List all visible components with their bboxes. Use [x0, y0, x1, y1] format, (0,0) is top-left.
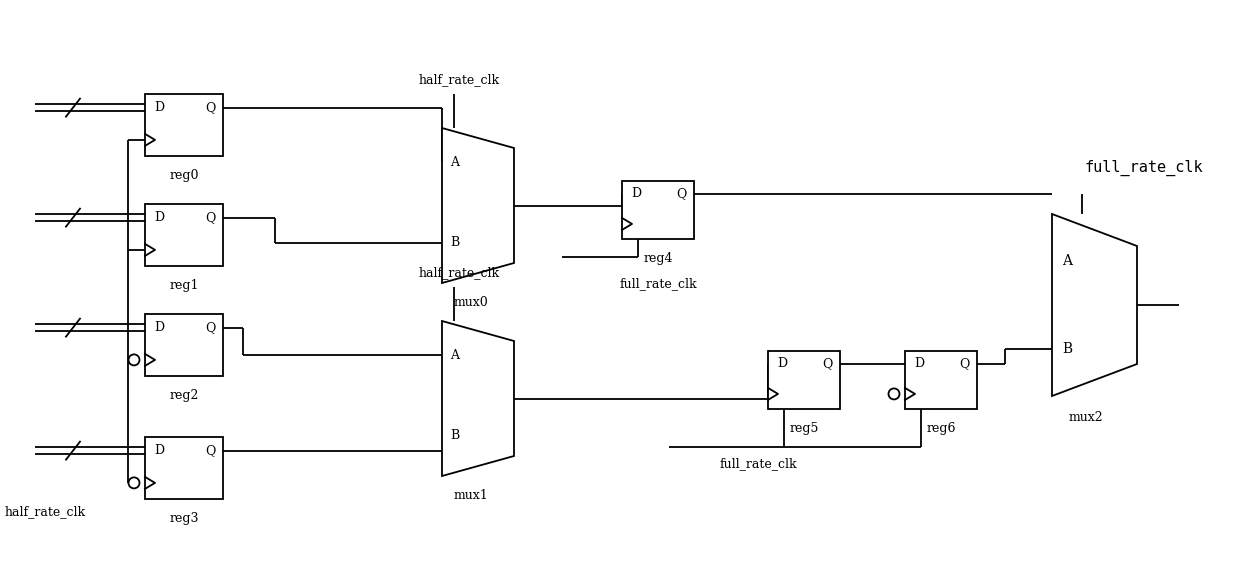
Text: Q: Q	[676, 187, 686, 200]
Text: mux2: mux2	[1069, 411, 1103, 424]
Text: Q: Q	[206, 444, 216, 457]
Bar	[904, 351, 978, 409]
Text: reg1: reg1	[170, 279, 198, 292]
Text: reg6: reg6	[927, 422, 955, 435]
Polygon shape	[442, 321, 514, 476]
Text: B: B	[1062, 341, 1072, 356]
Polygon shape	[442, 128, 514, 283]
Text: half_rate_clk: half_rate_clk	[5, 505, 87, 518]
Bar	[145, 437, 223, 499]
Bar	[145, 94, 223, 156]
Bar	[768, 351, 840, 409]
Text: reg2: reg2	[170, 389, 198, 402]
Text: full_rate_clk: full_rate_clk	[1084, 160, 1203, 176]
Text: D: D	[631, 187, 641, 200]
Bar	[145, 314, 223, 376]
Text: reg5: reg5	[789, 422, 819, 435]
Text: D: D	[154, 101, 164, 114]
Text: A: A	[450, 156, 458, 168]
Text: D: D	[154, 321, 164, 334]
Text: half_rate_clk: half_rate_clk	[419, 73, 499, 86]
Text: mux1: mux1	[453, 489, 488, 502]
Text: full_rate_clk: full_rate_clk	[620, 277, 696, 290]
Text: B: B	[450, 429, 460, 442]
Text: Q: Q	[960, 357, 970, 370]
Text: half_rate_clk: half_rate_clk	[419, 266, 499, 279]
Text: reg0: reg0	[170, 169, 198, 182]
Text: reg4: reg4	[643, 252, 673, 265]
Text: D: D	[777, 357, 787, 370]
Text: reg3: reg3	[170, 512, 198, 525]
Text: D: D	[914, 357, 924, 370]
Bar	[622, 181, 694, 239]
Circle shape	[888, 388, 900, 400]
Text: full_rate_clk: full_rate_clk	[720, 457, 798, 470]
Text: B: B	[450, 236, 460, 249]
Text: Q: Q	[206, 211, 216, 224]
Text: Q: Q	[206, 101, 216, 114]
Text: A: A	[450, 349, 458, 361]
Circle shape	[129, 355, 140, 365]
Text: Q: Q	[823, 357, 833, 370]
Text: D: D	[154, 211, 164, 224]
Text: A: A	[1062, 254, 1072, 268]
Polygon shape	[1052, 214, 1137, 396]
Text: Q: Q	[206, 321, 216, 334]
Circle shape	[129, 477, 140, 488]
Text: mux0: mux0	[453, 296, 488, 309]
Bar	[145, 204, 223, 266]
Text: D: D	[154, 444, 164, 457]
